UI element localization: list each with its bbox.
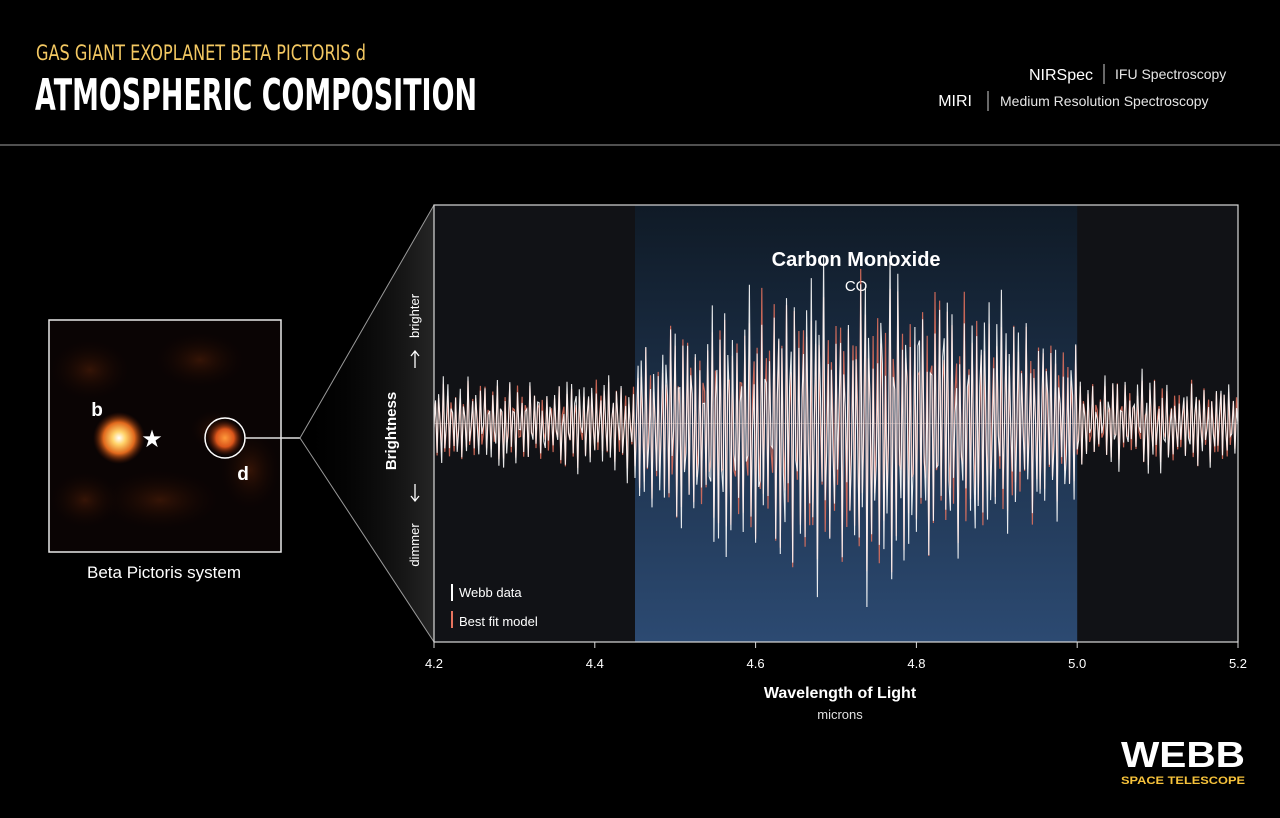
band-sublabel: CO [845,278,868,295]
y-axis-down-label: dimmer [407,523,422,567]
y-arrow-up-icon [410,349,420,357]
instrument-name-nirspec: NIRSpec [1029,67,1093,84]
planet-b-label: b [91,400,103,421]
y-axis-label: Brightness [383,392,400,470]
instrument-name-miri: MIRI [938,93,972,110]
x-tick-label: 5.2 [1229,656,1247,671]
x-tick-label: 4.4 [586,656,604,671]
planet-d-label: d [237,464,249,485]
y-axis: Brightness brighter dimmer [383,293,422,566]
x-axis: 4.2 4.4 4.6 4.8 5.0 5.2 [425,642,1247,671]
x-tick-label: 5.0 [1068,656,1086,671]
legend-label-webb-data: Webb data [459,585,522,600]
y-arrow-down-icon [410,495,420,503]
band-label: Carbon Monoxide [772,249,941,271]
plot-frame [433,204,1239,643]
legend-label-best-fit-model: Best fit model [459,614,538,629]
zoom-cone-edge [299,437,435,643]
webb-logo: WEBB SPACE TELESCOPE [1121,734,1245,787]
zoom-cone-edge [299,204,435,439]
inset-caption: Beta Pictoris system [87,563,241,582]
webb-logo-tagline: SPACE TELESCOPE [1121,775,1245,787]
x-axis-unit: microns [817,707,863,722]
x-tick-label: 4.6 [747,656,765,671]
x-tick-label: 4.8 [907,656,925,671]
inset-image [48,319,282,553]
y-axis-up-label: brighter [407,293,422,338]
header-subtitle: GAS GIANT EXOPLANET BETA PICTORIS d [36,41,366,65]
series-webb-data [433,251,1239,608]
webb-logo-word: WEBB [1121,734,1245,775]
planet-b-glow [93,412,145,464]
zoom-cone [300,205,434,642]
x-tick-label: 4.2 [425,656,443,671]
star-icon: ★ [141,426,163,453]
instrument-mode-mrs: Medium Resolution Spectroscopy [1000,93,1209,109]
spectrum-chart: Carbon Monoxide CO 4.2 4.4 4.6 4.8 5.0 5.2 We… [425,204,1247,671]
instrument-mode-ifu: IFU Spectroscopy [1115,66,1226,82]
planet-d-glow [207,420,243,456]
webb-data-line [433,251,1239,608]
page-title: ATMOSPHERIC COMPOSITION [35,70,477,121]
x-axis-label: Wavelength of Light [764,685,917,702]
